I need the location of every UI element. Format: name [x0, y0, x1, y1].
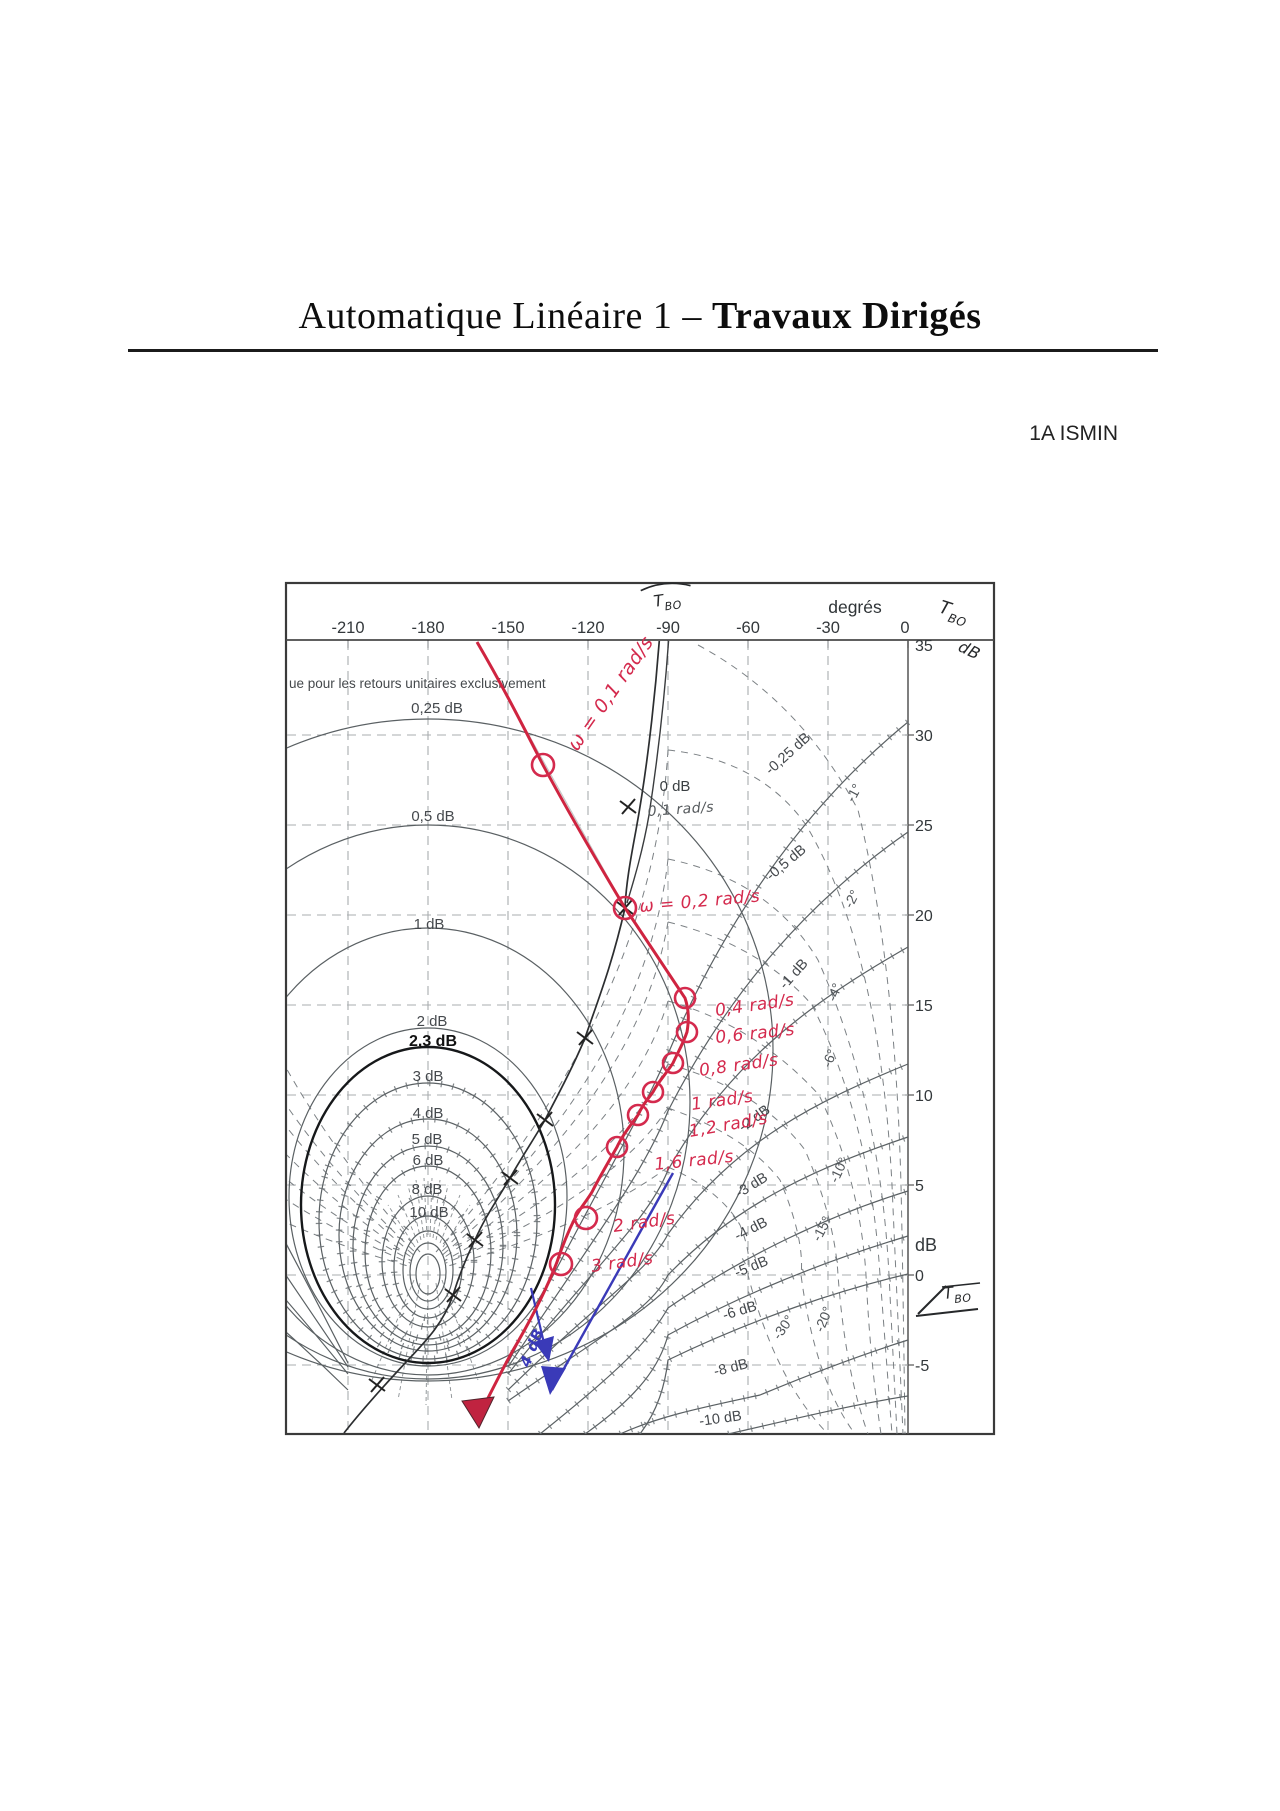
x-tick: -60 [736, 619, 760, 637]
zero-db-label: 0 dB [660, 778, 691, 795]
y-tick: 0 [915, 1268, 924, 1285]
x-tick: -90 [656, 619, 680, 637]
red-locus [461, 641, 699, 1430]
y-tick: 20 [915, 908, 933, 925]
m-pos-label: 2 dB [417, 1013, 448, 1030]
y-axis: 35 30 25 20 15 10 5 dB 0 -5 [905, 638, 937, 1434]
red-arrowhead [461, 1396, 495, 1430]
phase-label: -1° [842, 781, 865, 804]
tbo-sub: BO [946, 611, 968, 630]
m-pos-label: 0,5 dB [411, 808, 454, 825]
x-tick: -180 [411, 619, 444, 637]
m-pos-label: 3 dB [413, 1068, 444, 1085]
m-contours-positive [287, 718, 774, 1382]
phase-label: -4° [824, 981, 846, 1004]
title-bold: Travaux Dirigés [711, 295, 982, 337]
figure-caption: ue pour les retours unitaires exclusivem… [289, 676, 546, 691]
phase-label: -6° [819, 1047, 841, 1070]
y-tick: 15 [915, 998, 933, 1015]
m-pos-label: 0,25 dB [411, 700, 463, 717]
page-subtitle: 1A ISMIN [1029, 422, 1118, 445]
tbo-top: TBO [640, 582, 691, 615]
x-tick: -150 [491, 619, 524, 637]
y-tick: 35 [915, 638, 933, 655]
y-tick: 25 [915, 818, 933, 835]
x-axis-ticks: -210 -180 -150 -120 -90 -60 -30 0 [331, 619, 909, 637]
x-tick: 0 [900, 619, 909, 637]
phase-label: -2° [840, 887, 862, 910]
tbo-bottomright: TBO [915, 1281, 981, 1317]
tbo-main: T [942, 1283, 955, 1303]
m-pos-label: 4 dB [413, 1105, 444, 1122]
m-pos-label: 2,3 dB [409, 1033, 457, 1050]
x-tick: -210 [331, 619, 364, 637]
svg-text:TBO: TBO [935, 597, 971, 630]
tbo-sub: BO [954, 1291, 972, 1306]
page-title: Automatique Linéaire 1 – Travaux Dirigés [0, 294, 1280, 338]
y-tick: 10 [915, 1088, 933, 1105]
title-regular: Automatique Linéaire 1 – [298, 295, 712, 337]
x-tick: -120 [571, 619, 604, 637]
blue-annotations: 4 dB [516, 1172, 675, 1395]
title-rule [128, 349, 1158, 352]
y-tick: 30 [915, 728, 933, 745]
m-pos-label: 10 dB [409, 1204, 448, 1221]
m-pos-label: 5 dB [412, 1131, 443, 1148]
y-tick: 5 [915, 1178, 924, 1195]
y-tick: -5 [915, 1358, 929, 1375]
m-pos-label: 6 dB [413, 1152, 444, 1169]
m-pos-label: 8 dB [412, 1181, 443, 1198]
pencil-freq-note: 0,1 rad/s [647, 799, 714, 820]
x-tick: -30 [816, 619, 840, 637]
svg-text:TBO: TBO [652, 588, 682, 615]
tbo-main: T [652, 591, 666, 611]
figure-border [284, 581, 996, 1436]
m-pos-label: 1 dB [414, 916, 445, 933]
y-axis-unit: dB [915, 1235, 937, 1255]
svg-text:TBO: TBO [942, 1281, 972, 1307]
m-neg-label: -10 dB [698, 1408, 743, 1430]
tbo-sub: BO [664, 598, 683, 613]
x-axis-title: degrés [828, 597, 882, 617]
phase-contours [287, 644, 906, 1434]
